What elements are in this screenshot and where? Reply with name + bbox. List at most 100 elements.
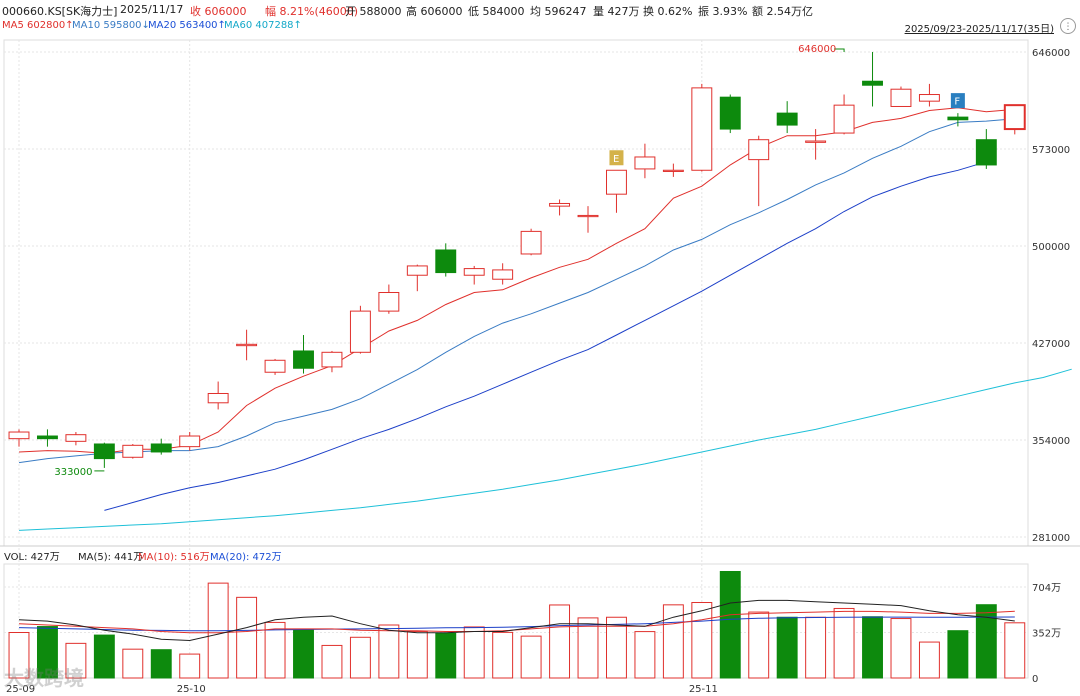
volume-bar — [975, 604, 997, 679]
volume-bar — [805, 616, 827, 679]
candle — [634, 156, 656, 170]
quote-header: 000660.KS[SK海力士] 2025/11/17 收 606000 幅 8… — [0, 0, 1080, 18]
close-price: 收 606000 — [190, 5, 247, 18]
candle — [65, 434, 87, 442]
volume-bar — [463, 626, 485, 679]
candle — [719, 96, 741, 130]
volume-bar — [36, 626, 58, 679]
candle — [691, 87, 713, 171]
ma20-legend: MA20 563400↑ — [148, 20, 226, 31]
volume-bar — [179, 653, 201, 679]
volume-bar — [520, 635, 542, 679]
vol-ma5-line — [18, 599, 1015, 642]
volume-bar — [65, 642, 87, 679]
volume-bar — [236, 596, 258, 679]
vol-ma20-legend: MA(20): 472万 — [210, 552, 282, 563]
volume-bar — [349, 636, 371, 679]
date-range-label[interactable]: 2025/09/23-2025/11/17(35日) — [904, 24, 1054, 35]
volume-bar — [719, 570, 741, 679]
candle — [293, 350, 314, 369]
candle — [776, 112, 798, 126]
volume-bar — [492, 631, 514, 679]
candle — [862, 80, 883, 86]
ma20-line — [104, 161, 987, 511]
candle — [406, 265, 428, 276]
quote-date: 2025/11/17 — [120, 3, 184, 16]
candle — [975, 139, 997, 166]
time-tick-label: 25-10 — [177, 684, 206, 695]
open-price: 开 588000 — [345, 5, 402, 18]
volume-bar — [8, 632, 30, 679]
time-tick-label: 25-09 — [6, 684, 35, 695]
candle — [435, 249, 457, 274]
event-marker — [609, 150, 624, 166]
volume-bar — [634, 631, 656, 679]
event-marker-label: F — [954, 97, 960, 108]
amplitude-value: 振 3.93% — [698, 5, 748, 18]
volume-bar — [890, 618, 912, 679]
candle — [520, 230, 542, 255]
ma10-legend: MA10 595800↓ — [72, 20, 150, 31]
event-marker-label: E — [613, 154, 619, 165]
watermark-logo: 大数跨境 — [4, 666, 84, 690]
candle — [378, 292, 400, 312]
volume-bar — [321, 644, 343, 679]
price-tick-label: 500000 — [1032, 242, 1070, 253]
change-percent: 幅 8.21%(46000) — [265, 5, 359, 18]
candle — [207, 392, 229, 404]
candle — [833, 104, 855, 134]
high-marker-line — [834, 48, 845, 52]
volume-bar — [122, 648, 144, 679]
volume-bar — [833, 607, 855, 679]
volume-tick-label: 0 — [1032, 674, 1038, 685]
ma60-line — [18, 368, 1072, 531]
high-price-label: 646000 — [798, 44, 836, 55]
volume-bar — [264, 621, 286, 679]
volume-bar — [150, 649, 172, 679]
stock-code: 000660.KS[SK海力士] — [2, 5, 118, 18]
expand-icon[interactable]: ⋮ — [1060, 18, 1076, 34]
ma5-line — [18, 107, 1015, 454]
candle — [492, 269, 514, 280]
volume-bar — [606, 616, 627, 679]
vol-ma5-legend: MA(5): 441万 — [78, 552, 144, 563]
candle — [918, 94, 940, 102]
volume-value: 量 427万 — [593, 5, 640, 18]
candle — [606, 169, 627, 195]
price-panel — [3, 39, 1029, 547]
volume-bar — [406, 630, 428, 679]
volume-bar — [862, 616, 883, 679]
candle — [947, 116, 969, 121]
volume-bar — [549, 604, 571, 679]
volume-bar — [293, 629, 314, 679]
candle — [122, 444, 144, 458]
amount-value: 额 2.54万亿 — [752, 5, 813, 18]
volume-bar — [435, 632, 457, 679]
volume-tick-label: 352万 — [1032, 629, 1061, 640]
candle — [321, 351, 343, 368]
candle — [549, 202, 571, 207]
vol-legend: VOL: 427万 — [4, 552, 60, 563]
volume-bar — [93, 634, 115, 679]
candle — [805, 140, 827, 143]
candle — [463, 268, 485, 276]
candle — [890, 88, 912, 107]
volume-tick-label: 704万 — [1032, 583, 1061, 594]
price-tick-label: 354000 — [1032, 436, 1070, 447]
volume-bar — [748, 611, 770, 679]
event-marker — [950, 93, 965, 109]
candle — [349, 310, 371, 353]
candle — [179, 435, 201, 448]
price-tick-label: 646000 — [1032, 48, 1070, 59]
ma5-legend: MA5 602800↑ — [2, 20, 74, 31]
candle — [577, 214, 599, 218]
candle — [236, 343, 258, 347]
candle — [1003, 104, 1026, 131]
candle — [264, 359, 286, 373]
volume-bar — [378, 624, 400, 679]
volume-bar — [776, 616, 798, 679]
volume-bar — [1004, 622, 1026, 679]
vol-ma10-legend: MA(10): 516万 — [138, 552, 210, 563]
ma10-line — [18, 118, 1015, 464]
